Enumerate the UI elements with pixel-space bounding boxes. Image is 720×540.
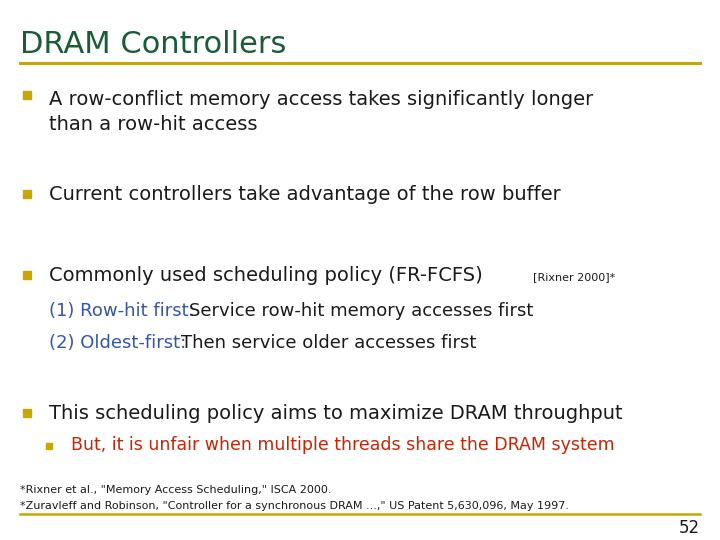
Text: Then service older accesses first: Then service older accesses first [181,334,476,352]
Text: *Rixner et al., "Memory Access Scheduling," ISCA 2000.: *Rixner et al., "Memory Access Schedulin… [20,485,332,495]
Text: [Rixner 2000]*: [Rixner 2000]* [533,273,615,282]
Text: (2) Oldest-first:: (2) Oldest-first: [49,334,192,352]
Text: Commonly used scheduling policy (FR-FCFS): Commonly used scheduling policy (FR-FCFS… [49,266,489,285]
Text: Current controllers take advantage of the row buffer: Current controllers take advantage of th… [49,185,561,204]
Text: *Zuravleff and Robinson, "Controller for a synchronous DRAM ...," US Patent 5,63: *Zuravleff and Robinson, "Controller for… [20,501,569,511]
Text: Service row-hit memory accesses first: Service row-hit memory accesses first [189,301,533,320]
Text: 52: 52 [679,519,700,537]
Text: (1) Row-hit first:: (1) Row-hit first: [49,301,200,320]
Text: A row-conflict memory access takes significantly longer
than a row-hit access: A row-conflict memory access takes signi… [49,90,593,134]
Text: But, it is unfair when multiple threads share the DRAM system: But, it is unfair when multiple threads … [71,436,614,455]
Text: This scheduling policy aims to maximize DRAM throughput: This scheduling policy aims to maximize … [49,403,623,423]
Text: DRAM Controllers: DRAM Controllers [20,30,287,59]
